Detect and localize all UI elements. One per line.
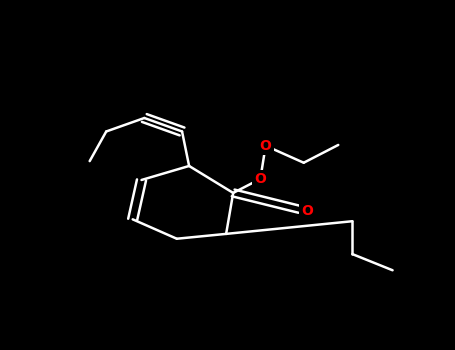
Text: O: O	[301, 204, 313, 218]
Text: O: O	[254, 172, 266, 186]
Text: O: O	[260, 139, 272, 153]
